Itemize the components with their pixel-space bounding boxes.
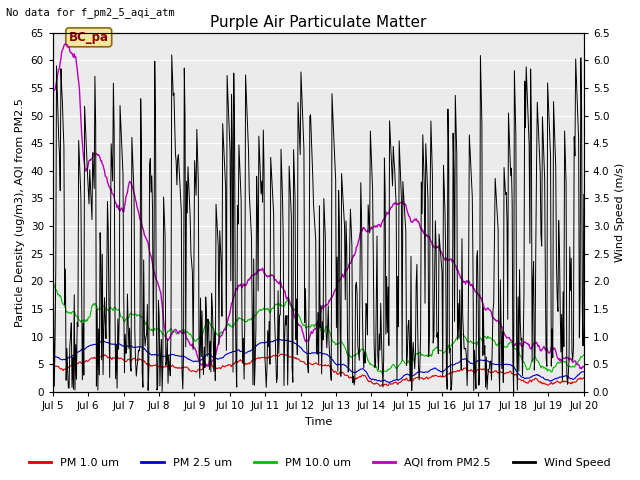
Y-axis label: Particle Density (ug/m3), AQI from PM2.5: Particle Density (ug/m3), AQI from PM2.5 xyxy=(15,98,25,327)
Legend: PM 1.0 um, PM 2.5 um, PM 10.0 um, AQI from PM2.5, Wind Speed: PM 1.0 um, PM 2.5 um, PM 10.0 um, AQI fr… xyxy=(25,453,615,472)
Title: Purple Air Particulate Matter: Purple Air Particulate Matter xyxy=(210,15,426,30)
X-axis label: Time: Time xyxy=(305,417,332,427)
Y-axis label: Wind Speed (m/s): Wind Speed (m/s) xyxy=(615,163,625,262)
Text: BC_pa: BC_pa xyxy=(68,31,109,44)
Text: No data for f_pm2_5_aqi_atm: No data for f_pm2_5_aqi_atm xyxy=(6,7,175,18)
